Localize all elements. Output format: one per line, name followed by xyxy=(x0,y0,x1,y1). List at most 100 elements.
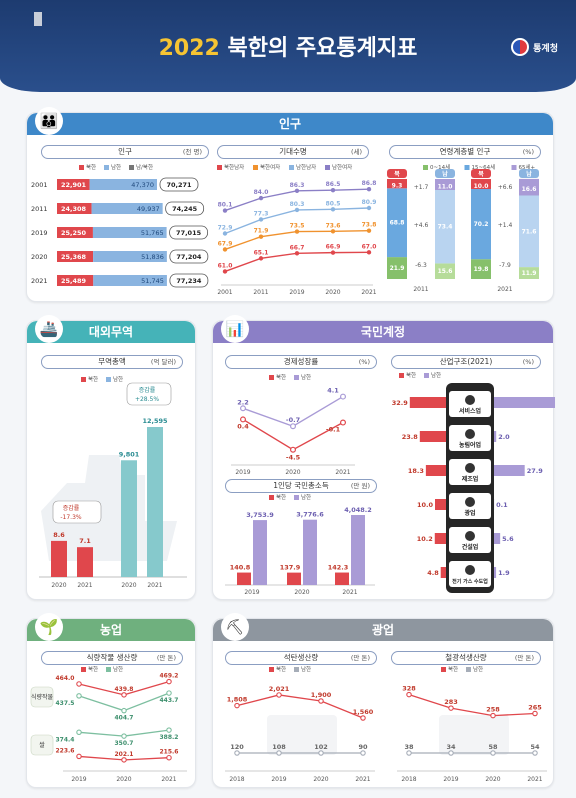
gni-label-south: 4,048.2 xyxy=(344,506,372,514)
mine-value-label: 90 xyxy=(358,743,368,751)
age-diff-label: +6.6 xyxy=(498,184,513,191)
grain-point xyxy=(166,678,172,685)
gni-subtitle: 1인당 국민총소득 (만 원) xyxy=(225,479,377,493)
grain-subtitle: 식량작물 생산량 (만 톤) xyxy=(41,651,183,665)
growth-chart: 북한 남한 2019 2020 2021 0.4 -4.5 -0.1 2.2 -0.7 4.1 xyxy=(231,373,355,476)
life-value-label: 80.1 xyxy=(218,202,233,209)
life-x-tick: 2011 xyxy=(253,289,268,296)
growth-point xyxy=(240,416,247,423)
pop-year-label: 2021 xyxy=(31,277,48,285)
coal-subtitle: 석탄생산량 (만 톤) xyxy=(225,651,377,665)
life-chart: 북한남자 북한여자 남한남자 남한여자 2001 2011 2019 2020 2021 61.0… xyxy=(217,163,377,296)
mine-x-tick: 2018 xyxy=(401,776,416,783)
age-tag xyxy=(387,169,407,178)
pop-label-south: 49,937 xyxy=(137,205,160,213)
age-value-label: 73.4 xyxy=(438,224,453,231)
age-bar-north xyxy=(471,179,491,189)
pop-label-north: 25,368 xyxy=(61,253,87,261)
growth-point xyxy=(289,423,296,430)
life-value-label: 86.8 xyxy=(362,180,377,187)
mine-point xyxy=(490,712,496,719)
trade-band: 대외무역 xyxy=(27,321,195,343)
pop-label-north: 24,308 xyxy=(61,205,87,213)
age-bar-north xyxy=(387,188,407,258)
mine-value-label: 38 xyxy=(404,743,414,751)
age-bar-south xyxy=(519,267,539,279)
industry-bar-south xyxy=(494,465,525,476)
life-point xyxy=(258,195,264,201)
legend-swatch xyxy=(269,667,274,672)
growth-point xyxy=(289,446,296,453)
life-point xyxy=(294,229,300,234)
trade-value-label: 12,595 xyxy=(142,417,168,425)
legend-label: 남한 xyxy=(301,373,311,381)
gni-bar-south xyxy=(253,520,267,585)
mine-point xyxy=(406,691,412,698)
life-point xyxy=(294,207,300,213)
pop-total-box xyxy=(169,249,209,264)
age-diff-label: +1.7 xyxy=(414,184,429,191)
age-value-label: 71.6 xyxy=(522,228,537,235)
age-chart: 0~14세 15~64세 65세+ 21.9 68.8 9.3 북 15.6 73.4 11.0 남… xyxy=(387,163,539,293)
mine-x-tick: 2018 xyxy=(229,776,244,783)
population-band: 인구 xyxy=(27,113,553,135)
legend-swatch xyxy=(466,667,471,672)
legend-label: 북한 xyxy=(276,374,286,381)
legend-swatch xyxy=(325,165,330,170)
life-point xyxy=(366,187,372,192)
age-bar-north xyxy=(471,259,491,279)
industry-category-icon xyxy=(465,531,475,541)
life-x-tick: 2021 xyxy=(361,289,376,296)
pop-total-label: 77,204 xyxy=(176,253,202,261)
ship-icon: 🚢 xyxy=(35,315,63,343)
mine-point xyxy=(532,750,538,756)
mine-point xyxy=(406,750,412,756)
gni-chart: 북한 남한 140.8 3,753.9 2019 137.9 3,776.6 2020 142.… xyxy=(225,493,375,596)
trade-bar-north xyxy=(77,547,93,577)
grain-point xyxy=(166,727,172,733)
legend-label: 남한남자 xyxy=(296,163,316,171)
trade-x-tick: 2021 xyxy=(147,582,162,589)
legend-swatch xyxy=(106,667,111,672)
industry-label-north: 10.2 xyxy=(417,535,433,543)
gni-bar-north xyxy=(237,572,251,585)
people-icon: 👪 xyxy=(35,107,63,135)
pop-bar-south xyxy=(92,227,167,238)
life-x-tick: 2019 xyxy=(289,289,304,296)
age-diff-label: -6.3 xyxy=(415,262,427,269)
growth-value-label: -0.1 xyxy=(326,426,341,434)
grain-group-label: 식량작물 xyxy=(31,693,54,701)
mine-point xyxy=(532,710,538,717)
growth-value-label: 2.2 xyxy=(237,398,249,406)
grain-point xyxy=(76,693,82,699)
grain-group-tag xyxy=(30,734,54,756)
coal-chart: 북한 남한 1,808 2,021 1,900 1,560 120 108 102 90 2018 2… xyxy=(225,665,375,783)
legend-label: 북한 xyxy=(406,372,416,379)
life-point xyxy=(330,187,336,193)
life-point xyxy=(366,250,372,255)
industry-category-icon xyxy=(465,395,475,405)
gni-x-tick: 2019 xyxy=(244,589,259,596)
header: 2022 북한의 주요통계지표 통계청 xyxy=(0,0,576,92)
menu-marker-icon xyxy=(34,12,42,26)
life-value-label: 67.0 xyxy=(362,243,377,250)
growth-value-label: -0.7 xyxy=(286,416,300,424)
age-diff-label: -7.9 xyxy=(499,262,511,269)
pop-label-south: 51,836 xyxy=(141,253,164,261)
industry-label-north: 32.9 xyxy=(392,399,409,407)
legend-label: 15~64세 xyxy=(472,163,496,171)
grain-value-label: 437.5 xyxy=(56,700,75,707)
mine-cart-illustration xyxy=(439,715,509,755)
mine-point xyxy=(276,750,282,756)
mine-value-label: 1,900 xyxy=(311,691,332,699)
national-accounts-panel: 국민계정 📊 경제성장률 (%) 1인당 국민총소득 (만 원) 산업구조(2021… xyxy=(212,315,555,600)
age-bar-north xyxy=(387,179,407,189)
ship-illustration xyxy=(41,455,177,561)
gni-bar-south xyxy=(351,515,365,585)
pop-bar-north xyxy=(57,227,93,238)
gni-label-north: 142.3 xyxy=(328,564,349,572)
pop-label-north: 25,489 xyxy=(61,277,87,285)
industry-category-label: 건설업 xyxy=(462,543,479,551)
population-subtitle: 인구 (천 명) xyxy=(41,145,209,159)
pop-bar-north xyxy=(57,179,90,190)
